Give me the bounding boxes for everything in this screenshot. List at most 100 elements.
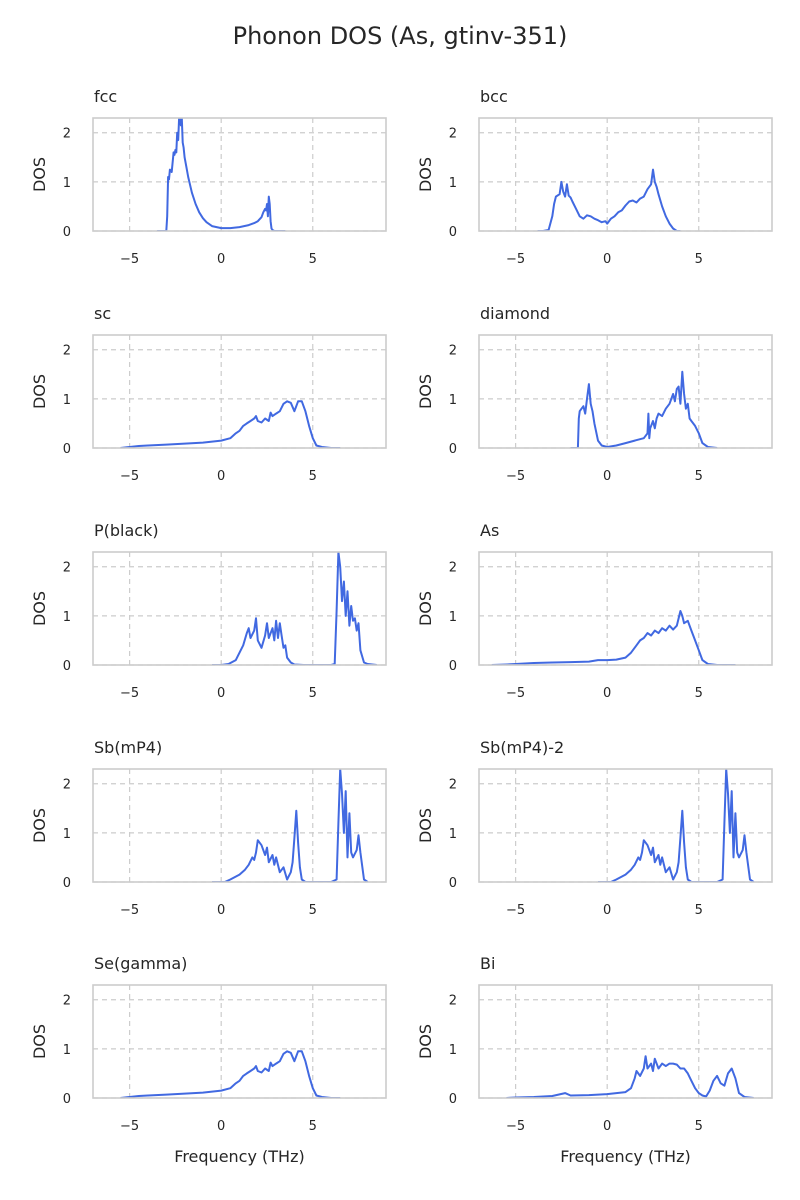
subplot-title: Se(gamma) bbox=[94, 954, 187, 973]
x-tick-label: 5 bbox=[695, 903, 703, 918]
x-tick-label: −5 bbox=[120, 686, 139, 701]
dos-line bbox=[506, 1055, 754, 1098]
x-tick-label: −5 bbox=[120, 252, 139, 267]
y-tick-label: 0 bbox=[449, 659, 457, 674]
subplot-10: −5 0 5 0 1 2 Bi DOS Frequency (THz) bbox=[416, 954, 773, 1166]
x-axis-label: Frequency (THz) bbox=[174, 1147, 304, 1166]
axes-frame bbox=[92, 117, 387, 232]
x-tick-label: −5 bbox=[120, 469, 139, 484]
subplot-title: Sb(mP4)-2 bbox=[480, 738, 564, 757]
y-tick-label: 2 bbox=[63, 561, 71, 576]
subplot-2: −5 0 5 0 1 2 bcc DOS bbox=[416, 87, 773, 267]
y-tick-label: 1 bbox=[449, 393, 457, 408]
x-tick-label: 0 bbox=[217, 1119, 225, 1134]
dos-line bbox=[212, 769, 369, 882]
axes-frame bbox=[478, 334, 773, 449]
y-tick-label: 0 bbox=[449, 225, 457, 240]
y-tick-label: 2 bbox=[449, 127, 457, 142]
x-tick-label: 5 bbox=[309, 469, 317, 484]
subplot-7: −5 0 5 0 1 2 Sb(mP4) DOS bbox=[30, 738, 387, 918]
subplot-title: bcc bbox=[480, 87, 508, 106]
subplot-title: fcc bbox=[94, 87, 117, 106]
y-axis-label: DOS bbox=[30, 808, 49, 843]
dos-line bbox=[570, 370, 718, 448]
x-tick-label: −5 bbox=[506, 1119, 525, 1134]
x-tick-label: 5 bbox=[695, 252, 703, 267]
y-tick-label: 1 bbox=[449, 176, 457, 191]
x-tick-label: −5 bbox=[506, 903, 525, 918]
subplot-title: As bbox=[480, 521, 499, 540]
y-tick-label: 1 bbox=[449, 610, 457, 625]
y-axis-label: DOS bbox=[416, 1024, 435, 1059]
subplot-3: −5 0 5 0 1 2 sc DOS bbox=[30, 304, 387, 484]
dos-line bbox=[157, 118, 286, 231]
y-tick-label: 0 bbox=[449, 442, 457, 457]
y-tick-label: 2 bbox=[449, 344, 457, 359]
axes-frame bbox=[478, 768, 773, 883]
y-tick-label: 1 bbox=[63, 1043, 71, 1058]
y-tick-label: 0 bbox=[449, 876, 457, 891]
x-tick-label: 0 bbox=[603, 686, 611, 701]
y-tick-label: 2 bbox=[63, 994, 71, 1009]
subplot-6: −5 0 5 0 1 2 As DOS bbox=[416, 521, 773, 701]
subplot-title: Sb(mP4) bbox=[94, 738, 162, 757]
x-tick-label: 0 bbox=[603, 1119, 611, 1134]
axes-frame bbox=[478, 551, 773, 666]
y-axis-label: DOS bbox=[416, 157, 435, 192]
y-tick-label: 2 bbox=[63, 344, 71, 359]
subplot-8: −5 0 5 0 1 2 Sb(mP4)-2 DOS bbox=[416, 738, 773, 918]
x-tick-label: 0 bbox=[603, 903, 611, 918]
x-tick-label: 5 bbox=[309, 1119, 317, 1134]
x-tick-label: −5 bbox=[506, 469, 525, 484]
y-tick-label: 2 bbox=[449, 994, 457, 1009]
subplot-5: −5 0 5 0 1 2 P(black) DOS bbox=[30, 521, 387, 701]
y-tick-label: 0 bbox=[63, 225, 71, 240]
axes-frame bbox=[478, 117, 773, 232]
subplot-title: Bi bbox=[480, 954, 495, 973]
subplot-title: diamond bbox=[480, 304, 550, 323]
x-tick-label: 0 bbox=[217, 469, 225, 484]
subplot-title: sc bbox=[94, 304, 111, 323]
x-tick-label: 5 bbox=[695, 686, 703, 701]
y-tick-label: 0 bbox=[63, 659, 71, 674]
y-tick-label: 0 bbox=[63, 876, 71, 891]
figure-title: Phonon DOS (As, gtinv-351) bbox=[233, 22, 568, 50]
x-tick-label: 0 bbox=[217, 903, 225, 918]
dos-line bbox=[537, 168, 681, 231]
axes-frame bbox=[92, 768, 387, 883]
x-tick-label: 0 bbox=[217, 252, 225, 267]
y-tick-label: 0 bbox=[63, 1092, 71, 1107]
y-tick-label: 1 bbox=[63, 176, 71, 191]
dos-line bbox=[212, 552, 377, 665]
x-tick-label: 5 bbox=[695, 1119, 703, 1134]
y-tick-label: 2 bbox=[449, 561, 457, 576]
y-tick-label: 1 bbox=[63, 393, 71, 408]
x-tick-label: 0 bbox=[217, 686, 225, 701]
x-tick-label: 5 bbox=[309, 252, 317, 267]
y-tick-label: 1 bbox=[449, 1043, 457, 1058]
axes-frame bbox=[92, 984, 387, 1099]
x-tick-label: 5 bbox=[695, 469, 703, 484]
dos-line bbox=[598, 769, 755, 882]
y-tick-label: 2 bbox=[63, 778, 71, 793]
x-axis-label: Frequency (THz) bbox=[560, 1147, 690, 1166]
subplot-1: −5 0 5 0 1 2 fcc DOS bbox=[30, 87, 387, 267]
axes-frame bbox=[92, 551, 387, 666]
x-tick-label: −5 bbox=[120, 903, 139, 918]
dos-line bbox=[120, 1050, 341, 1098]
x-tick-label: 0 bbox=[603, 252, 611, 267]
y-axis-label: DOS bbox=[30, 591, 49, 626]
axes-frame bbox=[92, 334, 387, 449]
x-tick-label: −5 bbox=[120, 1119, 139, 1134]
y-axis-label: DOS bbox=[30, 157, 49, 192]
x-tick-label: 0 bbox=[603, 469, 611, 484]
y-tick-label: 0 bbox=[63, 442, 71, 457]
x-tick-label: 5 bbox=[309, 903, 317, 918]
x-tick-label: −5 bbox=[506, 252, 525, 267]
y-tick-label: 2 bbox=[63, 127, 71, 142]
axes-frame bbox=[478, 984, 773, 1099]
x-tick-label: −5 bbox=[506, 686, 525, 701]
y-tick-label: 1 bbox=[63, 827, 71, 842]
